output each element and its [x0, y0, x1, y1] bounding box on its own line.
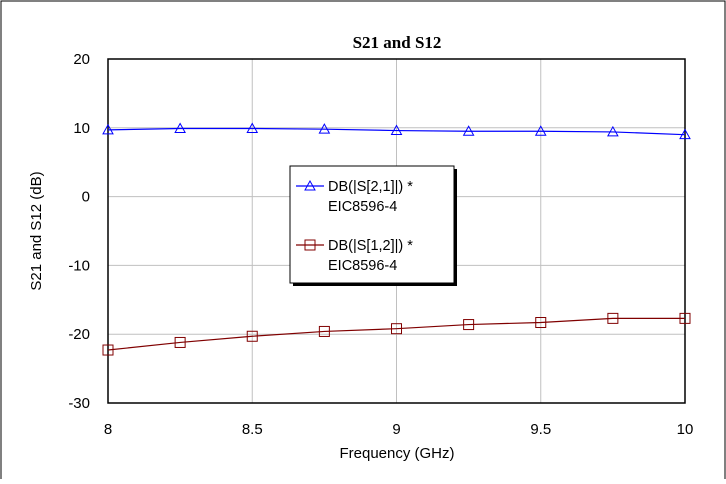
x-tick-label: 8.5: [242, 421, 263, 438]
x-tick-label: 8: [104, 421, 112, 438]
tick-layer: 8 8.5 9 9.5 10 20 10 0 -10 -20 -30: [68, 51, 693, 438]
square-marker: [463, 319, 475, 331]
legend: DB(|S[2,1]|) * EIC8596-4 DB(|S[1,2]|) * EIC…: [289, 165, 457, 286]
series-layer: [102, 122, 691, 356]
y-tick-label: -20: [68, 326, 90, 343]
triangle-marker: [679, 128, 691, 140]
y-axis-label: S21 and S12 (dB): [28, 171, 45, 290]
legend-source: EIC8596-4: [328, 258, 397, 274]
series-line: [107, 317, 685, 351]
y-tick-label: 20: [73, 51, 90, 68]
legend-label: DB(|S[1,2]|) *: [328, 238, 413, 254]
chart-title: S21 and S12: [353, 33, 442, 52]
triangle-marker: [607, 125, 619, 137]
square-marker: [318, 325, 330, 337]
series-line: [107, 127, 686, 136]
y-tick-label: -10: [68, 257, 90, 274]
triangle-marker: [102, 123, 114, 135]
triangle-marker: [462, 125, 475, 136]
y-tick-label: -30: [68, 395, 90, 412]
x-axis-label: Frequency (GHz): [339, 445, 454, 462]
square-marker: [607, 312, 619, 324]
triangle-marker: [304, 179, 316, 191]
square-marker: [391, 323, 402, 335]
y-tick-label: 0: [82, 189, 90, 206]
triangle-marker: [534, 125, 547, 136]
triangle-marker: [318, 123, 331, 134]
x-tick-label: 9.5: [530, 421, 551, 438]
triangle-marker: [246, 122, 259, 133]
legend-item: DB(|S[1,2]|) * EIC8596-4: [296, 238, 413, 274]
x-tick-label: 9: [392, 421, 400, 438]
plot-area-border: [107, 58, 686, 404]
series: [102, 312, 691, 356]
legend-source: EIC8596-4: [328, 199, 397, 215]
square-marker: [304, 239, 316, 251]
legend-item: DB(|S[2,1]|) * EIC8596-4: [296, 179, 413, 215]
x-tick-label: 10: [677, 421, 694, 438]
square-marker: [102, 344, 114, 356]
square-marker: [174, 336, 186, 348]
legend-items: DB(|S[2,1]|) * EIC8596-4 DB(|S[1,2]|) * EIC…: [296, 179, 413, 274]
square-marker: [679, 312, 691, 324]
triangle-marker: [390, 124, 403, 136]
y-tick-label: 10: [73, 120, 90, 137]
triangle-marker: [174, 122, 186, 133]
legend-label: DB(|S[2,1]|) *: [328, 179, 413, 195]
square-marker: [535, 317, 547, 329]
square-marker: [246, 330, 258, 342]
series: [102, 122, 691, 140]
